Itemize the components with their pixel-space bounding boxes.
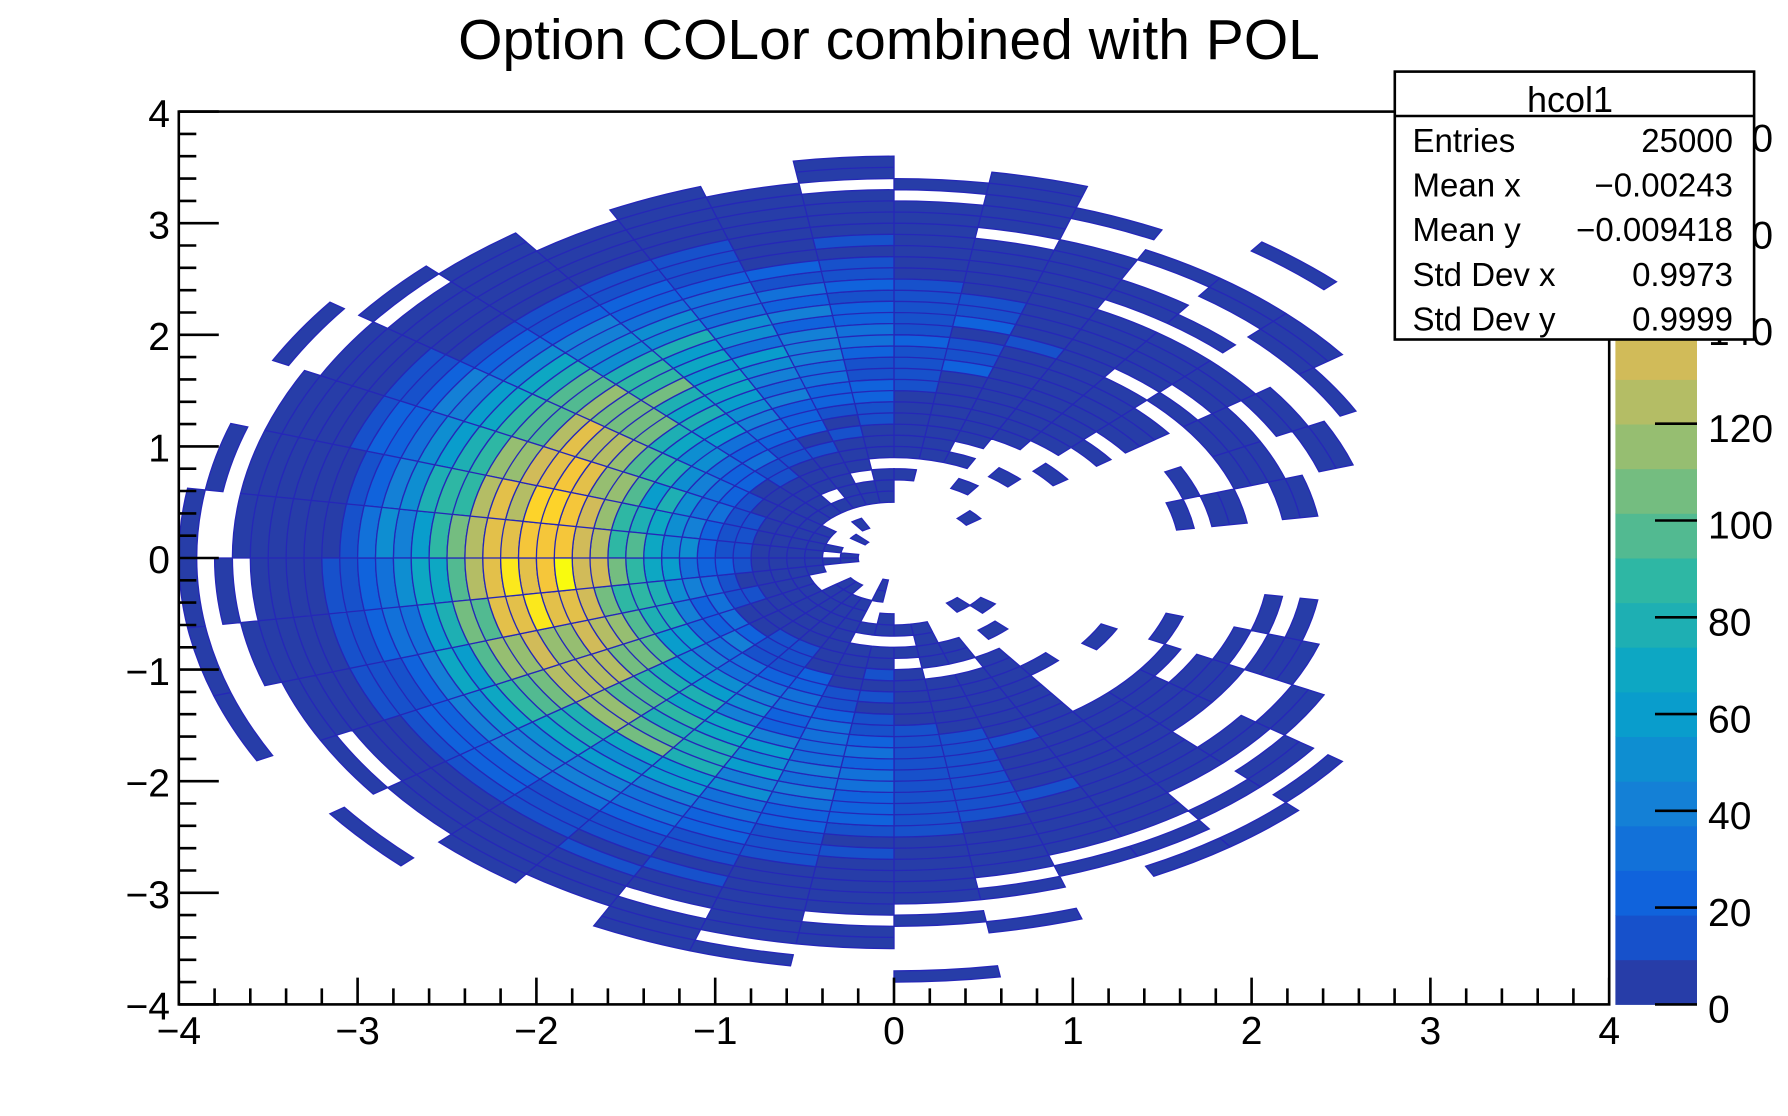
svg-text:−1: −1 [693,1010,737,1053]
svg-text:40: 40 [1708,795,1751,838]
svg-text:Entries: Entries [1413,122,1516,159]
svg-text:hcol1: hcol1 [1527,79,1613,120]
svg-text:0.9973: 0.9973 [1632,256,1733,293]
svg-text:−0.00243: −0.00243 [1594,167,1733,204]
svg-text:−0.009418: −0.009418 [1576,211,1733,248]
svg-text:3: 3 [148,204,170,247]
svg-text:−2: −2 [514,1010,558,1053]
svg-text:3: 3 [1420,1010,1442,1053]
svg-text:80: 80 [1708,602,1751,645]
svg-text:4: 4 [148,93,170,136]
svg-text:0.9999: 0.9999 [1632,301,1733,338]
svg-text:−1: −1 [126,651,170,694]
svg-text:100: 100 [1708,505,1773,548]
svg-text:Mean x: Mean x [1413,167,1522,204]
svg-text:1: 1 [1062,1010,1084,1053]
svg-text:−4: −4 [126,986,170,1029]
svg-text:Std Dev x: Std Dev x [1413,256,1557,293]
svg-text:25000: 25000 [1641,122,1733,159]
svg-text:2: 2 [148,316,170,359]
svg-text:−3: −3 [335,1010,379,1053]
svg-text:60: 60 [1708,698,1751,741]
svg-text:1: 1 [148,428,170,471]
svg-text:0: 0 [883,1010,905,1053]
svg-text:Std Dev y: Std Dev y [1413,301,1557,338]
svg-text:120: 120 [1708,408,1773,451]
svg-text:0: 0 [1708,989,1730,1032]
svg-text:0: 0 [148,539,170,582]
svg-text:4: 4 [1598,1010,1620,1053]
svg-text:Option COLor combined with POL: Option COLor combined with POL [458,8,1320,72]
svg-text:−2: −2 [126,762,170,805]
svg-text:−4: −4 [157,1010,201,1053]
svg-text:2: 2 [1241,1010,1263,1053]
svg-text:−3: −3 [126,874,170,917]
svg-text:Mean y: Mean y [1413,211,1522,248]
svg-text:20: 20 [1708,892,1751,935]
